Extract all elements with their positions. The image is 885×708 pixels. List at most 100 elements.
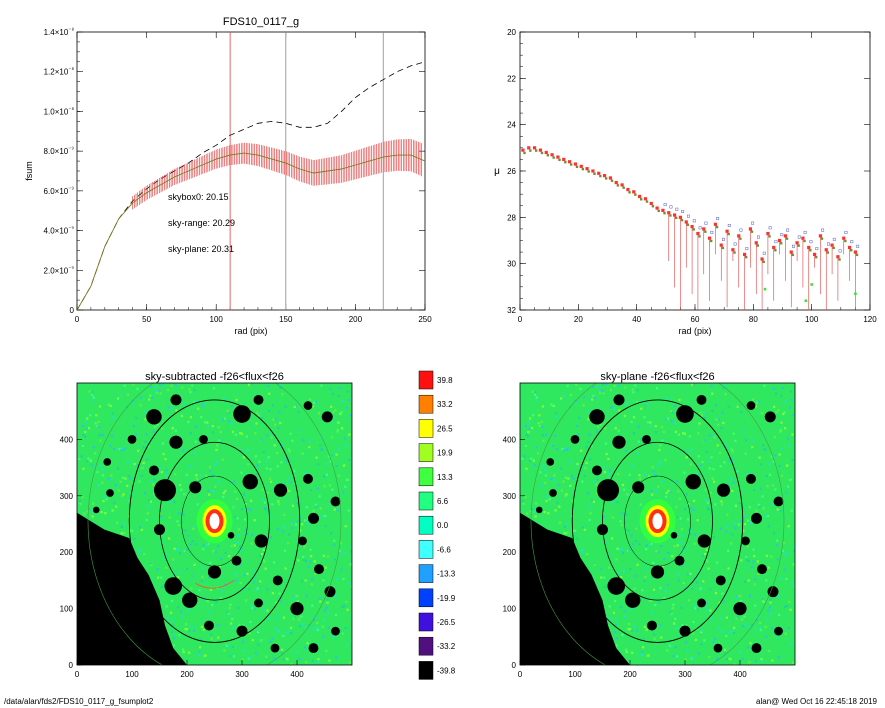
pixel xyxy=(740,618,744,621)
pixel xyxy=(779,577,782,580)
pixel xyxy=(607,566,611,569)
pixel xyxy=(777,656,781,659)
masked-star xyxy=(697,598,706,608)
pixel xyxy=(334,656,338,659)
pixel xyxy=(205,599,208,602)
pixel xyxy=(237,606,240,609)
pixel xyxy=(305,506,308,509)
pixel xyxy=(348,661,352,664)
pixel xyxy=(326,601,329,604)
pixel xyxy=(731,533,734,536)
pixel xyxy=(229,654,232,658)
pixel xyxy=(139,550,142,553)
pixel xyxy=(755,628,758,631)
pixel xyxy=(761,495,764,498)
pixel xyxy=(608,469,611,472)
image-x-tick-label: 100 xyxy=(125,670,139,679)
pixel xyxy=(737,405,741,408)
pixel xyxy=(657,551,660,554)
data-point-sky-plane xyxy=(534,149,538,152)
pixel xyxy=(743,615,746,618)
pixel xyxy=(297,430,301,433)
pixel xyxy=(587,440,590,443)
pixel xyxy=(756,401,759,404)
pixel xyxy=(143,552,146,556)
pixel xyxy=(320,448,324,451)
pixel xyxy=(616,501,619,504)
pixel xyxy=(206,421,209,424)
pixel xyxy=(532,459,535,462)
pixel xyxy=(716,561,719,564)
pixel xyxy=(690,507,693,510)
pixel xyxy=(603,471,606,474)
pixel xyxy=(147,499,151,502)
pixel xyxy=(641,650,644,653)
data-point-sky-plane xyxy=(569,163,573,166)
pixel xyxy=(563,449,566,452)
pixel xyxy=(265,467,268,470)
pixel xyxy=(742,515,745,518)
pixel xyxy=(291,504,295,507)
pixel xyxy=(670,612,673,615)
pixel xyxy=(654,431,657,434)
data-point-skybox xyxy=(757,235,760,239)
data-point-sky-range xyxy=(783,234,788,238)
pixel xyxy=(217,480,220,484)
pixel xyxy=(283,483,287,486)
pixel xyxy=(668,644,671,647)
pixel xyxy=(122,448,125,451)
pixel xyxy=(117,489,120,492)
fsum-x-tick-label: 100 xyxy=(210,315,224,324)
pixel xyxy=(749,642,752,645)
pixel xyxy=(600,576,603,579)
pixel xyxy=(265,655,268,658)
pixel xyxy=(652,633,656,636)
pixel xyxy=(775,635,778,638)
pixel xyxy=(292,617,295,620)
masked-star xyxy=(757,564,767,575)
pixel xyxy=(238,432,242,435)
pixel xyxy=(226,645,230,648)
pixel xyxy=(686,518,690,521)
colorbar-label: 39.8 xyxy=(437,376,453,385)
masked-star xyxy=(676,405,694,423)
pixel xyxy=(793,544,795,547)
pixel xyxy=(536,452,540,455)
pixel xyxy=(337,394,340,398)
pixel xyxy=(174,384,177,387)
pixel xyxy=(556,501,559,504)
pixel xyxy=(298,657,301,661)
pixel xyxy=(529,510,532,513)
pixel xyxy=(565,493,568,496)
pixel xyxy=(702,411,705,414)
pixel xyxy=(567,477,570,480)
pixel xyxy=(647,543,651,546)
pixel xyxy=(704,498,707,502)
pixel xyxy=(171,624,174,627)
pixel xyxy=(653,637,656,640)
pixel xyxy=(335,465,338,468)
pixel xyxy=(601,383,605,386)
pixel xyxy=(246,572,249,575)
pixel xyxy=(620,576,623,579)
pixel xyxy=(305,594,309,597)
pixel xyxy=(256,587,259,590)
pixel xyxy=(585,461,588,465)
pixel xyxy=(216,624,219,627)
pixel xyxy=(315,505,318,508)
pixel xyxy=(82,467,85,470)
pixel xyxy=(161,540,164,543)
masked-star xyxy=(290,602,304,616)
pixel xyxy=(194,440,197,443)
pixel xyxy=(84,430,87,434)
masked-star xyxy=(273,483,288,497)
pixel xyxy=(150,563,153,567)
data-point-sky-plane xyxy=(651,205,655,208)
pixel xyxy=(161,442,165,445)
data-point-sky-plane xyxy=(832,246,835,250)
pixel xyxy=(89,459,92,462)
pixel xyxy=(232,480,236,483)
pixel xyxy=(563,532,566,535)
pixel xyxy=(327,555,330,558)
pixel xyxy=(666,583,670,586)
